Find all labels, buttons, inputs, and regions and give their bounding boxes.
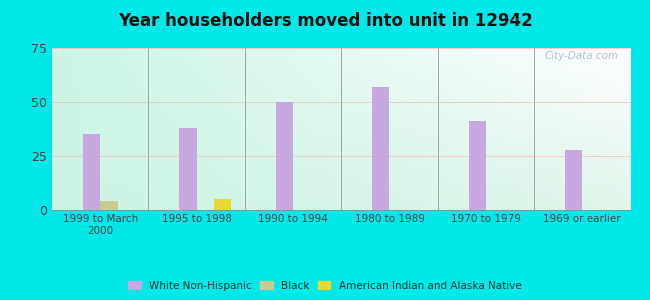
Legend: White Non-Hispanic, Black, American Indian and Alaska Native: White Non-Hispanic, Black, American Indi… xyxy=(124,277,526,295)
Text: City-Data.com: City-Data.com xyxy=(545,51,619,61)
Bar xyxy=(276,102,293,210)
Bar xyxy=(100,201,118,210)
Bar xyxy=(565,149,582,210)
Bar xyxy=(469,122,486,210)
Bar xyxy=(372,87,389,210)
Bar xyxy=(214,199,231,210)
Bar xyxy=(179,128,196,210)
Bar xyxy=(83,134,100,210)
Text: Year householders moved into unit in 12942: Year householders moved into unit in 129… xyxy=(118,12,532,30)
